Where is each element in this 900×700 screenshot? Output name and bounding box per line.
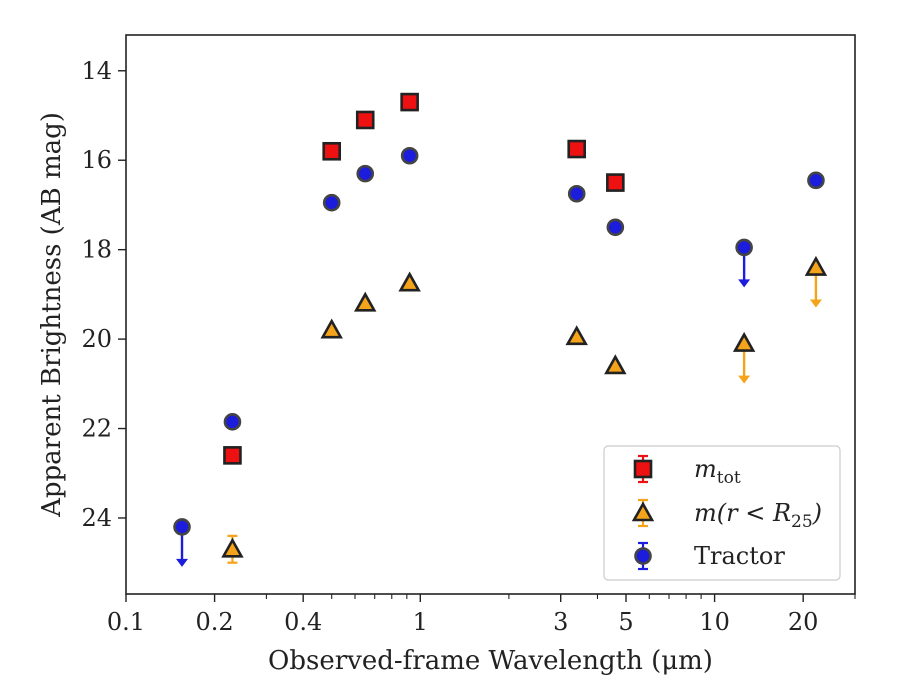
y-axis-label: Apparent Brightness (AB mag) (37, 112, 67, 518)
marks-layer (173, 92, 828, 567)
x-axis-label: Observed-frame Wavelength (μm) (268, 646, 713, 676)
legend-marker-triangle (631, 501, 655, 522)
data-point-triangle (604, 354, 627, 375)
upper-limit-arrowhead (176, 558, 189, 567)
data-point-square (322, 141, 342, 161)
legend-box (603, 445, 841, 581)
plot-frame (125, 34, 856, 595)
data-point-triangle (804, 255, 828, 276)
data-point-triangle (320, 318, 343, 339)
y-tick-label: 24 (81, 504, 112, 532)
x-tick-label: 1 (413, 608, 428, 636)
x-axis: 0.1 0.2 0.4 1 3 5 10 20 (107, 594, 856, 636)
data-point-triangle (354, 291, 377, 312)
data-point-circle (400, 146, 419, 165)
legend: mtot m(r < R25) Tractor (603, 445, 841, 581)
data-point-square (606, 173, 625, 192)
data-point-circle (223, 413, 242, 431)
series-1 (221, 255, 828, 564)
data-point-circle (807, 171, 825, 190)
data-point-square (400, 92, 419, 112)
x-tick-label: 3 (553, 608, 568, 636)
legend-marker-square (633, 459, 653, 479)
y-tick-label: 16 (81, 146, 112, 174)
data-point-circle (567, 184, 586, 203)
x-tick-label: 5 (618, 608, 633, 636)
data-point-triangle (398, 271, 421, 292)
data-point-square (567, 139, 587, 159)
data-point-circle (356, 164, 375, 183)
legend-label-2: Tractor (694, 542, 785, 570)
legend-marker-circle (634, 547, 652, 565)
legend-label-1: m(r < R25) (694, 499, 822, 532)
series-0 (223, 92, 625, 465)
data-point-circle (606, 218, 625, 237)
data-point-square (223, 446, 242, 465)
data-point-triangle (221, 537, 244, 558)
data-point-triangle (732, 331, 756, 352)
y-tick-label: 14 (81, 57, 112, 85)
data-point-circle (322, 193, 341, 212)
y-tick-label: 22 (81, 415, 112, 443)
x-tick-label: 20 (788, 608, 819, 636)
x-tick-label: 0.1 (107, 608, 145, 636)
data-point-triangle (565, 325, 588, 346)
x-tick-label: 0.2 (196, 608, 234, 636)
y-axis: 14 16 18 20 22 24 (81, 57, 126, 532)
data-point-circle (735, 238, 753, 257)
upper-limit-arrowhead (738, 279, 751, 288)
data-point-square (355, 110, 375, 130)
upper-limit-arrowhead (809, 299, 822, 308)
y-tick-label: 20 (81, 325, 112, 353)
x-tick-label: 0.4 (284, 608, 322, 636)
legend-label-0: mtot (694, 455, 741, 488)
data-point-circle (173, 518, 191, 536)
series-2 (173, 146, 825, 567)
upper-limit-arrowhead (738, 375, 751, 384)
x-tick-label: 10 (699, 608, 730, 636)
y-tick-label: 18 (81, 236, 112, 264)
